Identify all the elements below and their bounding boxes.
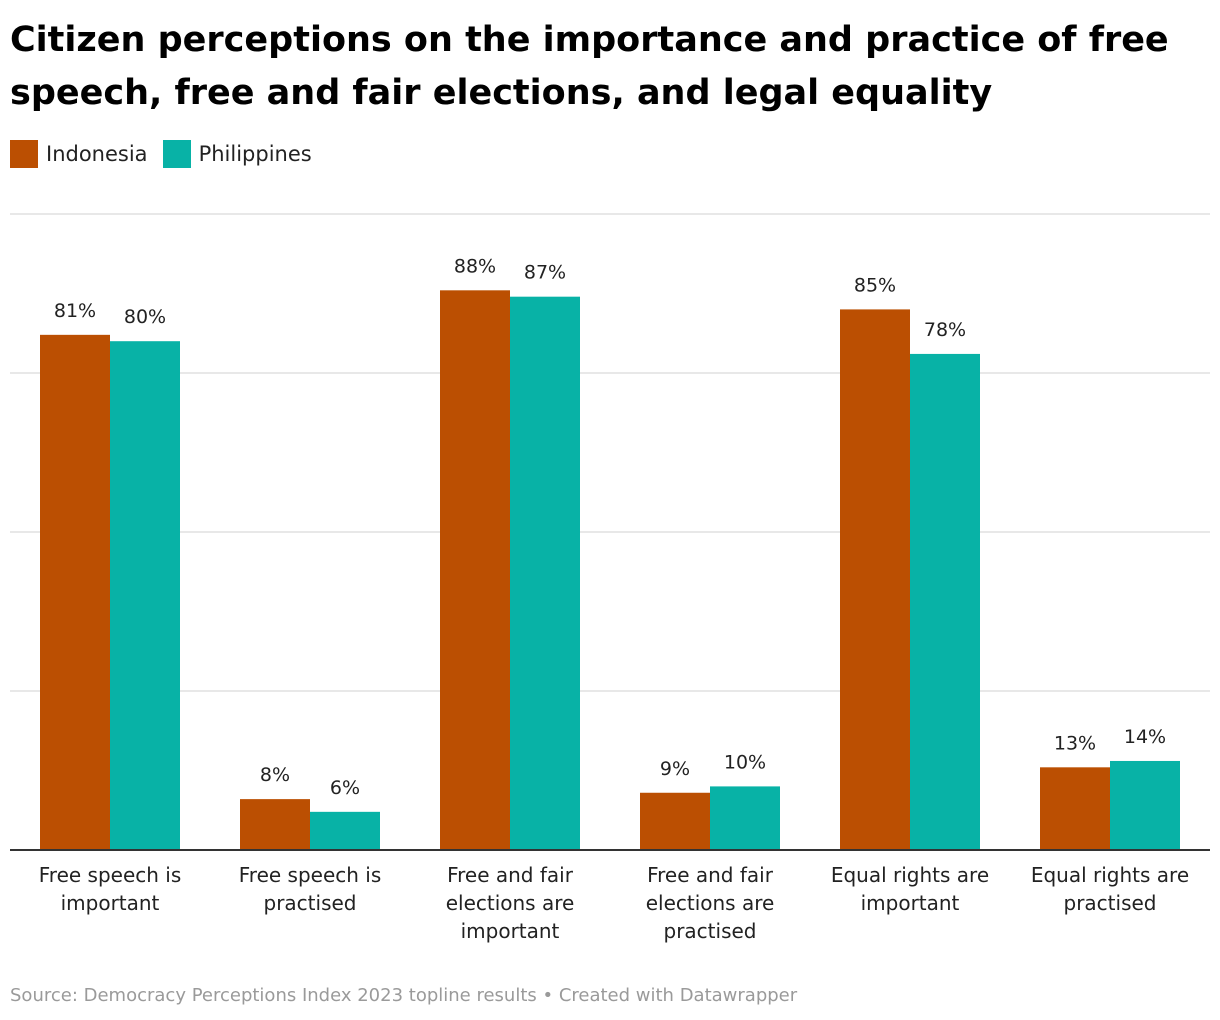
x-tick-label-1: Free speech is [39, 863, 182, 887]
x-tick-label-4: Free and fair [647, 863, 774, 887]
data-label-indonesia-3: 88% [454, 255, 496, 277]
x-tick-label-6: Equal rights are [1031, 863, 1189, 887]
data-label-philippines-5: 78% [924, 319, 966, 341]
x-tick-label-3: elections are [446, 891, 575, 915]
x-tick-label-6: practised [1064, 891, 1157, 915]
data-label-indonesia-5: 85% [854, 274, 896, 296]
data-label-philippines-2: 6% [330, 777, 360, 799]
x-tick-label-3: important [461, 919, 560, 943]
data-label-indonesia-4: 9% [660, 758, 690, 780]
x-tick-label-5: important [861, 891, 960, 915]
data-label-philippines-6: 14% [1124, 726, 1166, 748]
bar-philippines-1 [110, 341, 180, 850]
data-label-indonesia-1: 81% [54, 300, 96, 322]
legend-swatch-indonesia [10, 140, 38, 168]
data-label-indonesia-6: 13% [1054, 732, 1096, 754]
x-tick-label-3: Free and fair [447, 863, 574, 887]
bar-indonesia-2 [240, 799, 310, 850]
x-tick-label-2: practised [264, 891, 357, 915]
legend-label-indonesia: Indonesia [46, 142, 148, 166]
x-tick-label-2: Free speech is [239, 863, 382, 887]
source-note: Source: Democracy Perceptions Index 2023… [10, 985, 798, 1006]
x-tick-label-1: important [61, 891, 160, 915]
bar-indonesia-4 [640, 792, 710, 850]
bar-indonesia-3 [440, 290, 510, 850]
x-tick-label-4: elections are [646, 891, 775, 915]
bar-indonesia-5 [840, 309, 910, 850]
legend-label-philippines: Philippines [198, 142, 312, 166]
legend-swatch-philippines [162, 140, 191, 168]
bar-philippines-5 [910, 353, 980, 850]
bar-philippines-6 [1110, 760, 1180, 850]
bar-chart: 81% 80% Free speech is important 8% 6% Free sp… [10, 213, 1210, 943]
legend-item-philippines: Philippines [162, 140, 312, 168]
bar-philippines-3 [510, 296, 580, 850]
bar-philippines-4 [710, 786, 780, 850]
bar-indonesia-6 [1040, 767, 1110, 850]
x-tick-label-4: practised [664, 919, 757, 943]
chart-title: Citizen perceptions on the importance an… [10, 20, 1169, 113]
data-label-philippines-3: 87% [524, 262, 566, 284]
data-label-indonesia-2: 8% [260, 764, 290, 786]
bar-philippines-2 [310, 811, 380, 850]
legend-item-indonesia: Indonesia [10, 140, 148, 168]
x-tick-label-5: Equal rights are [831, 863, 989, 887]
legend: Indonesia Philippines [10, 140, 327, 168]
data-label-philippines-4: 10% [724, 751, 766, 773]
data-label-philippines-1: 80% [124, 306, 166, 328]
bar-indonesia-1 [40, 334, 110, 851]
